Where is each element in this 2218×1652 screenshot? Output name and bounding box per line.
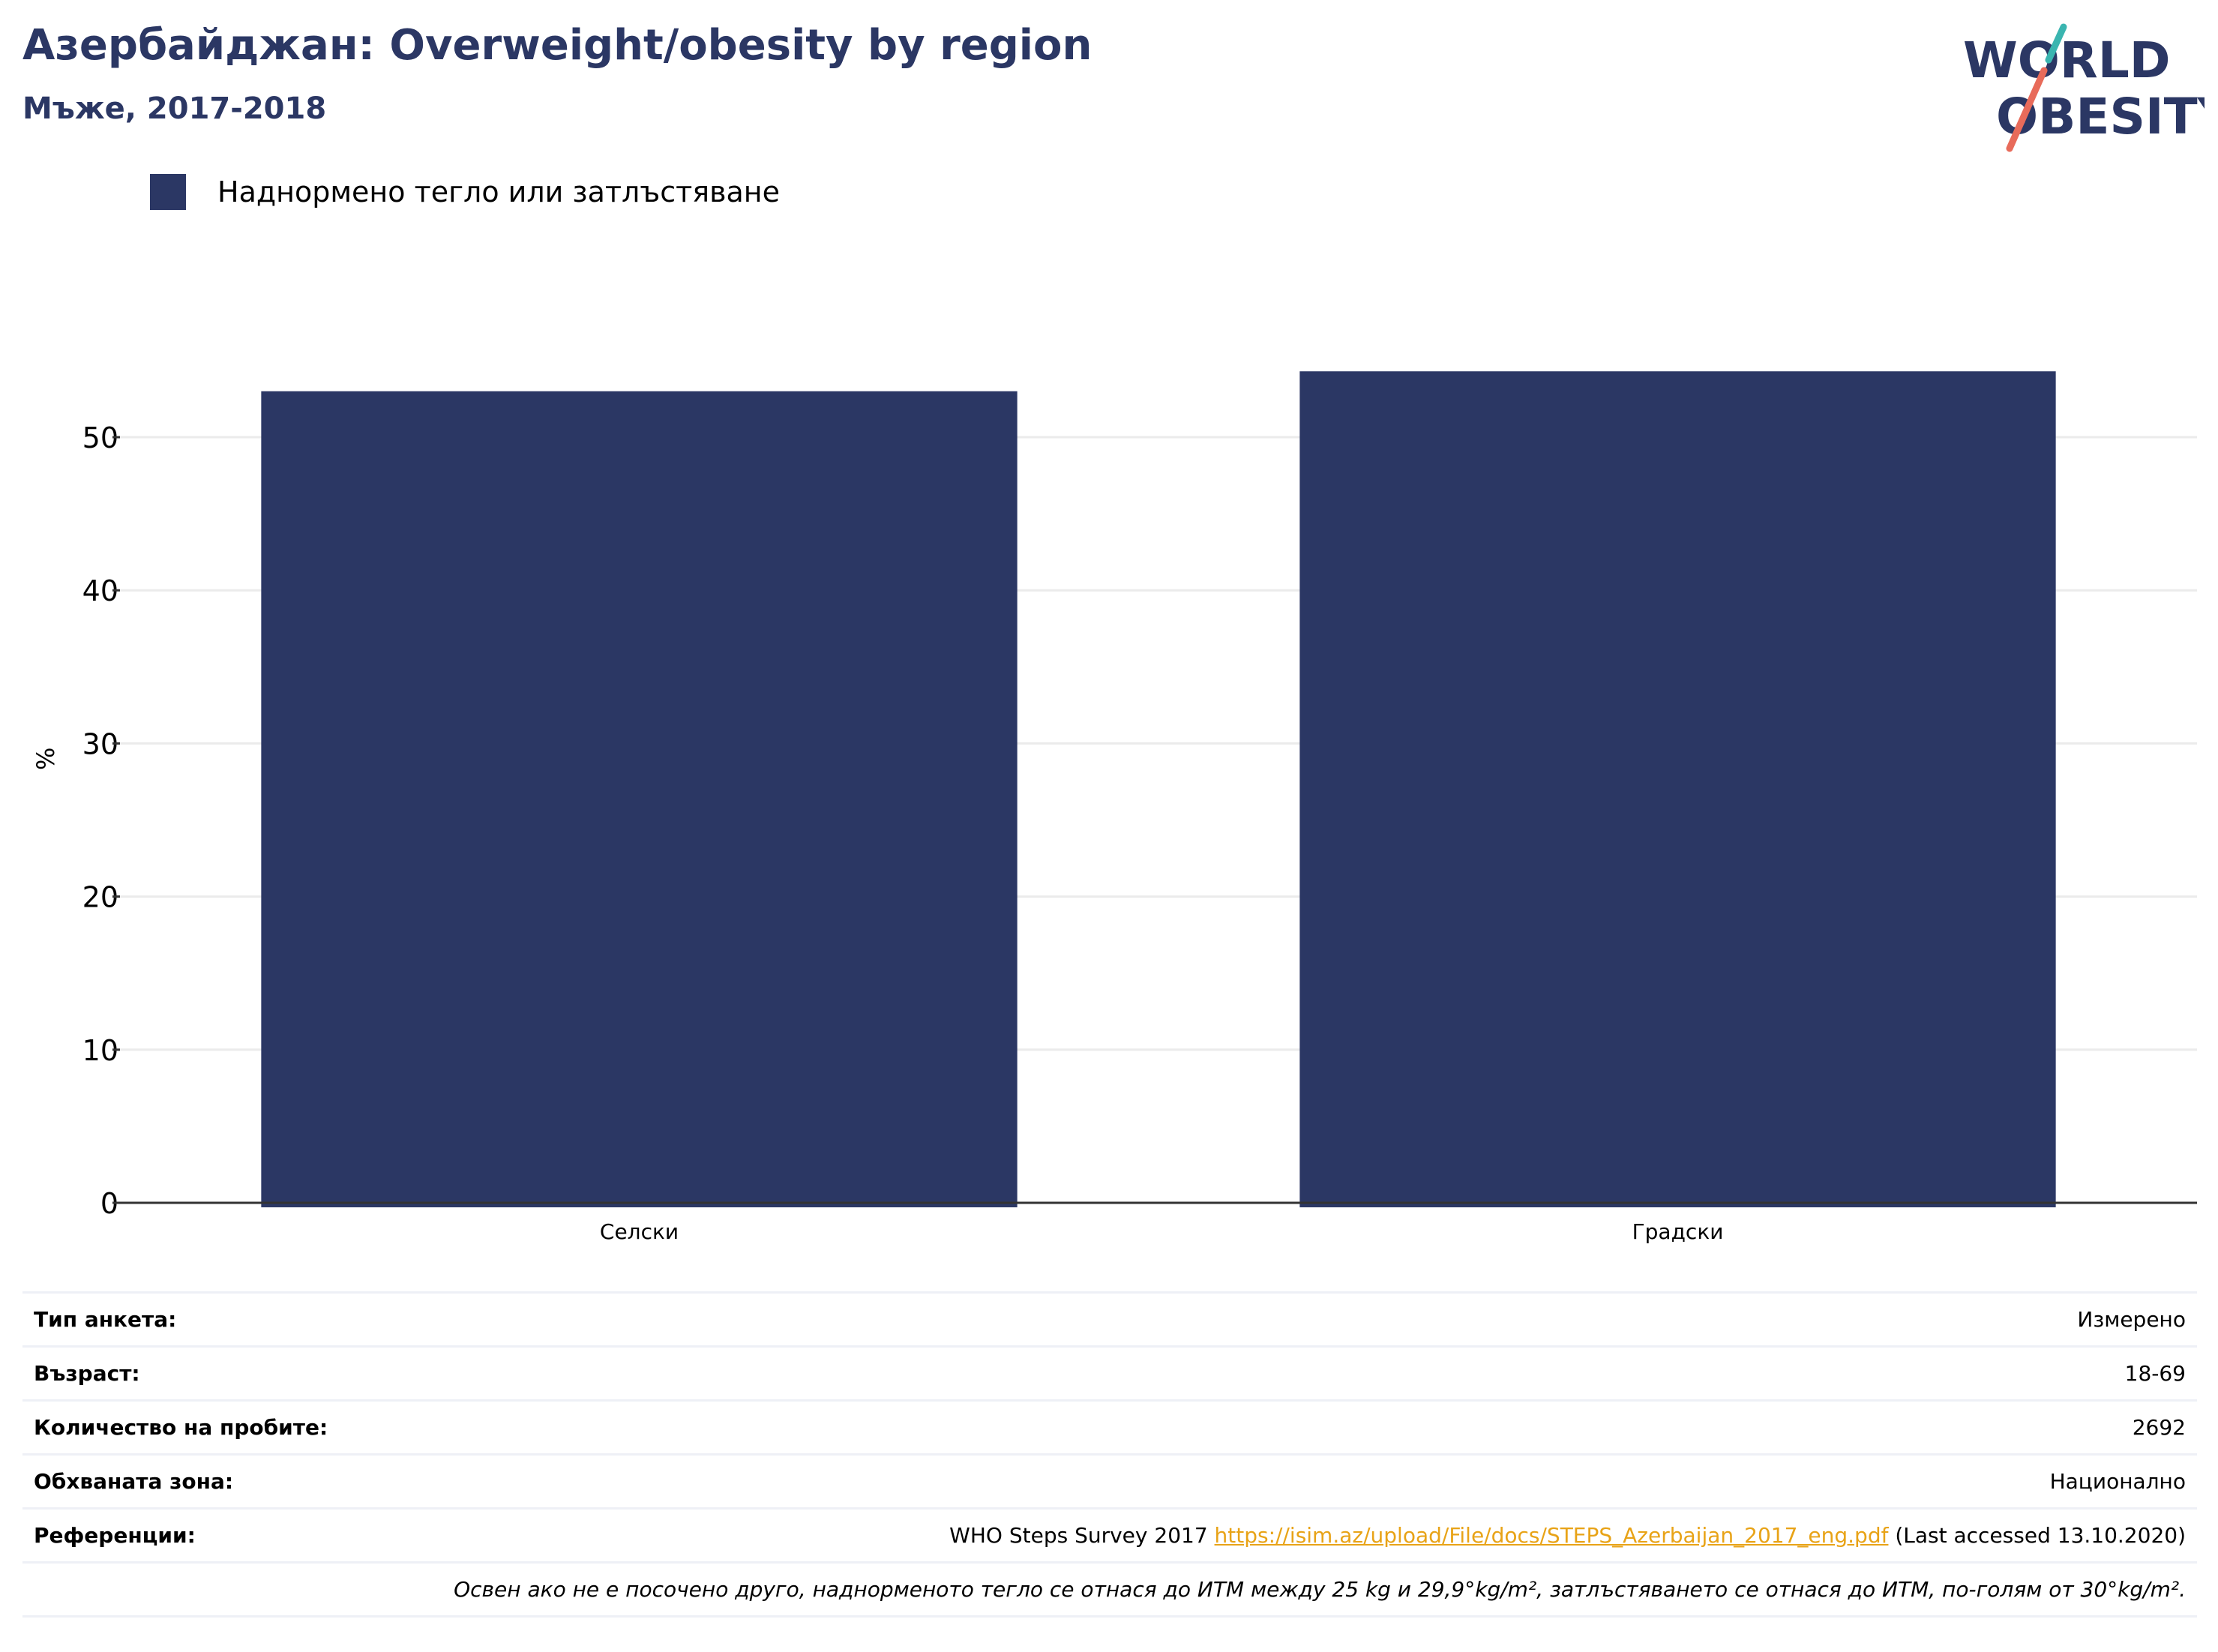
page-title: Азербайджан: Overweight/obesity by regio…	[22, 21, 1093, 70]
page-subtitle: Мъже, 2017-2018	[22, 91, 327, 126]
info-row-age: Възраст: 18-69	[22, 1348, 2197, 1402]
legend-label: Наднормено тегло или затлъстяване	[217, 175, 780, 208]
bar	[261, 391, 1018, 1207]
y-tick-label: 30	[82, 727, 118, 760]
info-row-coverage: Обхваната зона: Национално	[22, 1456, 2197, 1510]
y-tick-label: 10	[82, 1034, 118, 1067]
info-row-sample-size: Количество на пробите: 2692	[22, 1402, 2197, 1456]
reference-link[interactable]: https://isim.az/upload/File/docs/STEPS_A…	[1214, 1523, 1889, 1548]
y-axis-label: %	[31, 748, 60, 770]
info-value: 2692	[2132, 1415, 2186, 1440]
logo-slash-teal	[2045, 23, 2067, 64]
y-tick-label: 50	[82, 421, 118, 454]
logo-slash-coral	[2006, 67, 2048, 152]
info-row-references: Референции: WHO Steps Survey 2017 https:…	[22, 1510, 2197, 1564]
logo-line1: WORLD	[1963, 31, 2171, 89]
world-obesity-logo: WORLD OBESITY	[1963, 23, 2205, 152]
info-row-survey-type: Тип анкета: Измерено	[22, 1294, 2197, 1348]
reference-accessed: (Last accessed 13.10.2020)	[1888, 1523, 2186, 1548]
y-tick-label: 40	[82, 574, 118, 607]
info-value: 18-69	[2124, 1361, 2186, 1386]
info-key: Референции:	[34, 1523, 196, 1548]
info-key: Количество на пробите:	[34, 1415, 328, 1440]
info-value: Измерено	[2077, 1307, 2186, 1332]
legend: Наднормено тегло или затлъстяване	[150, 174, 780, 210]
x-tick-label: Градски	[1632, 1219, 1724, 1244]
info-table: Тип анкета: Измерено Възраст: 18-69 Коли…	[22, 1291, 2197, 1618]
bar	[1299, 371, 2056, 1208]
x-tick-label: Селски	[600, 1219, 679, 1244]
definition-note: Освен ако не е посочено друго, наднормен…	[22, 1564, 2197, 1618]
reference-value: WHO Steps Survey 2017 https://isim.az/up…	[949, 1523, 2186, 1548]
info-value: Национално	[2049, 1469, 2186, 1494]
info-key: Тип анкета:	[34, 1307, 177, 1332]
info-key: Възраст:	[34, 1361, 140, 1386]
reference-source: WHO Steps Survey 2017	[949, 1523, 1215, 1548]
y-tick-label: 20	[82, 881, 118, 914]
legend-swatch	[150, 174, 186, 210]
info-key: Обхваната зона:	[34, 1469, 234, 1494]
